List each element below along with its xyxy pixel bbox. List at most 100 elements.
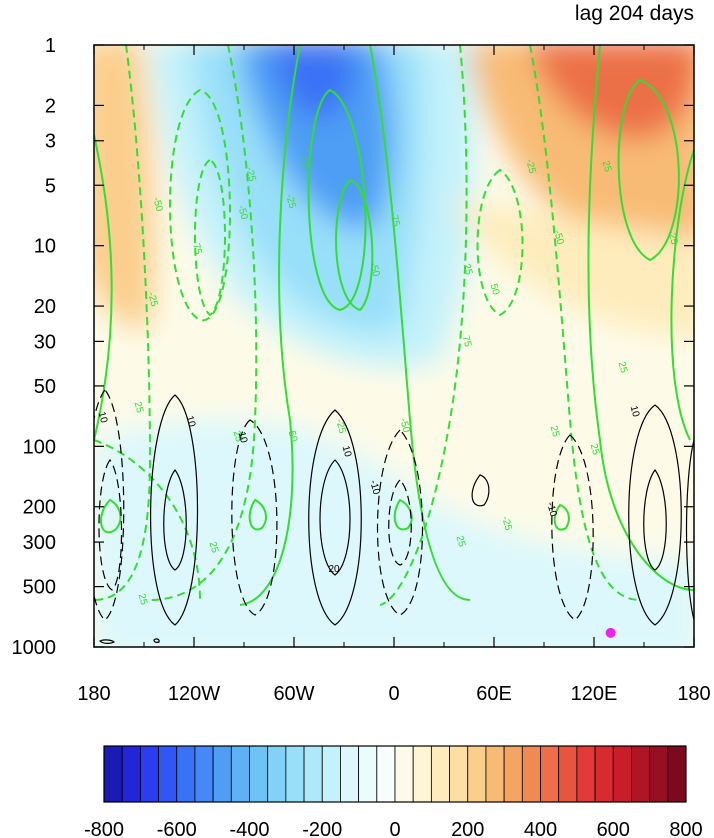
black-contour-line — [98, 458, 123, 591]
colorbar-frame — [103, 745, 687, 803]
green-contour-line — [94, 134, 113, 441]
chart-title: lag 204 days — [575, 2, 694, 25]
y-tick-label: 500 — [23, 577, 56, 599]
colorbar-swatch — [121, 745, 141, 803]
x-tick-label: 0 — [388, 683, 399, 705]
y-tick-label: 200 — [23, 497, 56, 519]
green-contour-line — [94, 45, 152, 601]
field-region-right-red — [531, 45, 694, 140]
green-contour-line — [99, 498, 122, 534]
field-region-cyan-band — [94, 419, 694, 647]
black-contour-line — [471, 474, 490, 507]
green-contour-line — [248, 498, 267, 531]
black-contour-line — [149, 394, 199, 626]
colorbar-swatch — [303, 745, 323, 803]
green-contour-line — [169, 88, 231, 322]
green-contour-line — [239, 45, 301, 606]
colorbar-swatch — [249, 745, 269, 803]
colorbar-label: 600 — [597, 819, 630, 838]
black-contour-labels: 10 10 -10 10 20 -10 10 10 — [96, 405, 642, 575]
green-contour-label: -25 — [243, 166, 257, 183]
green-contour-line — [307, 88, 367, 312]
colorbar-label: -600 — [157, 819, 197, 838]
black-contour-label: -10 — [367, 479, 381, 496]
green-contour-line — [529, 45, 641, 601]
green-contour-label: -25 — [499, 515, 513, 532]
x-tick-label: 120E — [571, 683, 618, 705]
colorbar-swatch — [212, 745, 232, 803]
y-tick-label: 1000 — [12, 637, 57, 659]
green-contour-line — [379, 45, 468, 606]
green-contour-label: 25 — [136, 593, 150, 607]
y-tick-label: 2 — [45, 95, 56, 117]
green-contour-line — [94, 439, 201, 601]
green-contour-label: 75 — [460, 335, 474, 349]
green-contour-line — [617, 78, 680, 262]
colorbar-swatch — [376, 745, 396, 803]
colorbar-swatch — [485, 745, 505, 803]
green-contour-line — [670, 149, 694, 441]
green-contour-line — [587, 45, 694, 591]
y-tick-label: 50 — [34, 376, 56, 398]
field-region-upper-darkblue — [270, 45, 354, 120]
black-contour-line — [628, 404, 682, 626]
field-region-left-orange — [94, 45, 155, 330]
colorbar-swatch — [594, 745, 614, 803]
green-contour-label: -75 — [387, 211, 401, 228]
black-contour-line — [231, 419, 278, 616]
black-contours — [94, 389, 694, 644]
green-contour-label: 25 — [461, 263, 475, 277]
colorbar-label: 800 — [669, 819, 702, 838]
green-contour-label: -50 — [397, 417, 411, 434]
colorbar-label: 400 — [524, 819, 557, 838]
green-contour-label: 25 — [616, 361, 630, 375]
colorbar-swatch — [158, 745, 178, 803]
x-tick-label: 180 — [77, 683, 110, 705]
green-contour-line — [335, 178, 374, 312]
black-contour-line — [308, 409, 362, 626]
black-contour-line — [377, 429, 424, 616]
green-contour-label: -25 — [523, 158, 537, 175]
colorbar-swatch — [267, 745, 287, 803]
colorbar-swatch — [412, 745, 432, 803]
green-contour-label: -50 — [235, 204, 249, 221]
axis-ticks — [93, 44, 695, 648]
black-contour-line — [153, 638, 160, 643]
black-contour-line — [643, 468, 667, 571]
colorbar-swatch — [503, 745, 523, 803]
colorbar-label: -400 — [229, 819, 269, 838]
field-region-right-lighter — [450, 200, 694, 339]
x-tick-label: 60E — [476, 683, 512, 705]
marker-layer — [605, 627, 616, 638]
green-contour-label: -75 — [189, 239, 203, 256]
green-contour-label: 75 — [298, 155, 312, 169]
green-contour-label: 25 — [454, 535, 468, 549]
green-contour-label: 25 — [588, 443, 602, 457]
black-contour-label: 10 — [628, 405, 642, 419]
green-contour-line — [393, 498, 413, 531]
green-contours — [94, 45, 694, 606]
green-contour-label: 25 — [600, 160, 614, 174]
green-contour-label: -50 — [551, 229, 565, 246]
colorbar-swatch — [631, 745, 651, 803]
green-contour-label: 25 — [132, 401, 146, 415]
x-tick-label: 60W — [273, 683, 314, 705]
colorbar-swatch — [430, 745, 450, 803]
colorbar-swatch — [576, 745, 596, 803]
green-contour-label: -25 — [665, 229, 679, 246]
colorbar-swatch — [321, 745, 341, 803]
green-contour-label: 50 — [488, 283, 502, 297]
colorbar — [103, 745, 687, 803]
green-contour-line — [476, 168, 524, 317]
shaded-field — [94, 45, 694, 647]
green-contour-line — [194, 158, 226, 317]
colorbar-swatch — [285, 745, 305, 803]
green-contour-line — [369, 45, 471, 601]
colorbar-swatch — [176, 745, 196, 803]
colorbar-swatch — [194, 745, 214, 803]
green-contour-label: -25 — [283, 193, 297, 210]
colorbar-label: 0 — [389, 819, 400, 838]
black-contour-line — [685, 439, 694, 621]
green-contour-labels: 25 -50 -25 -75 -50 -25 25 50 75 -25 -50 -75 -25 -50 25… — [132, 155, 680, 607]
